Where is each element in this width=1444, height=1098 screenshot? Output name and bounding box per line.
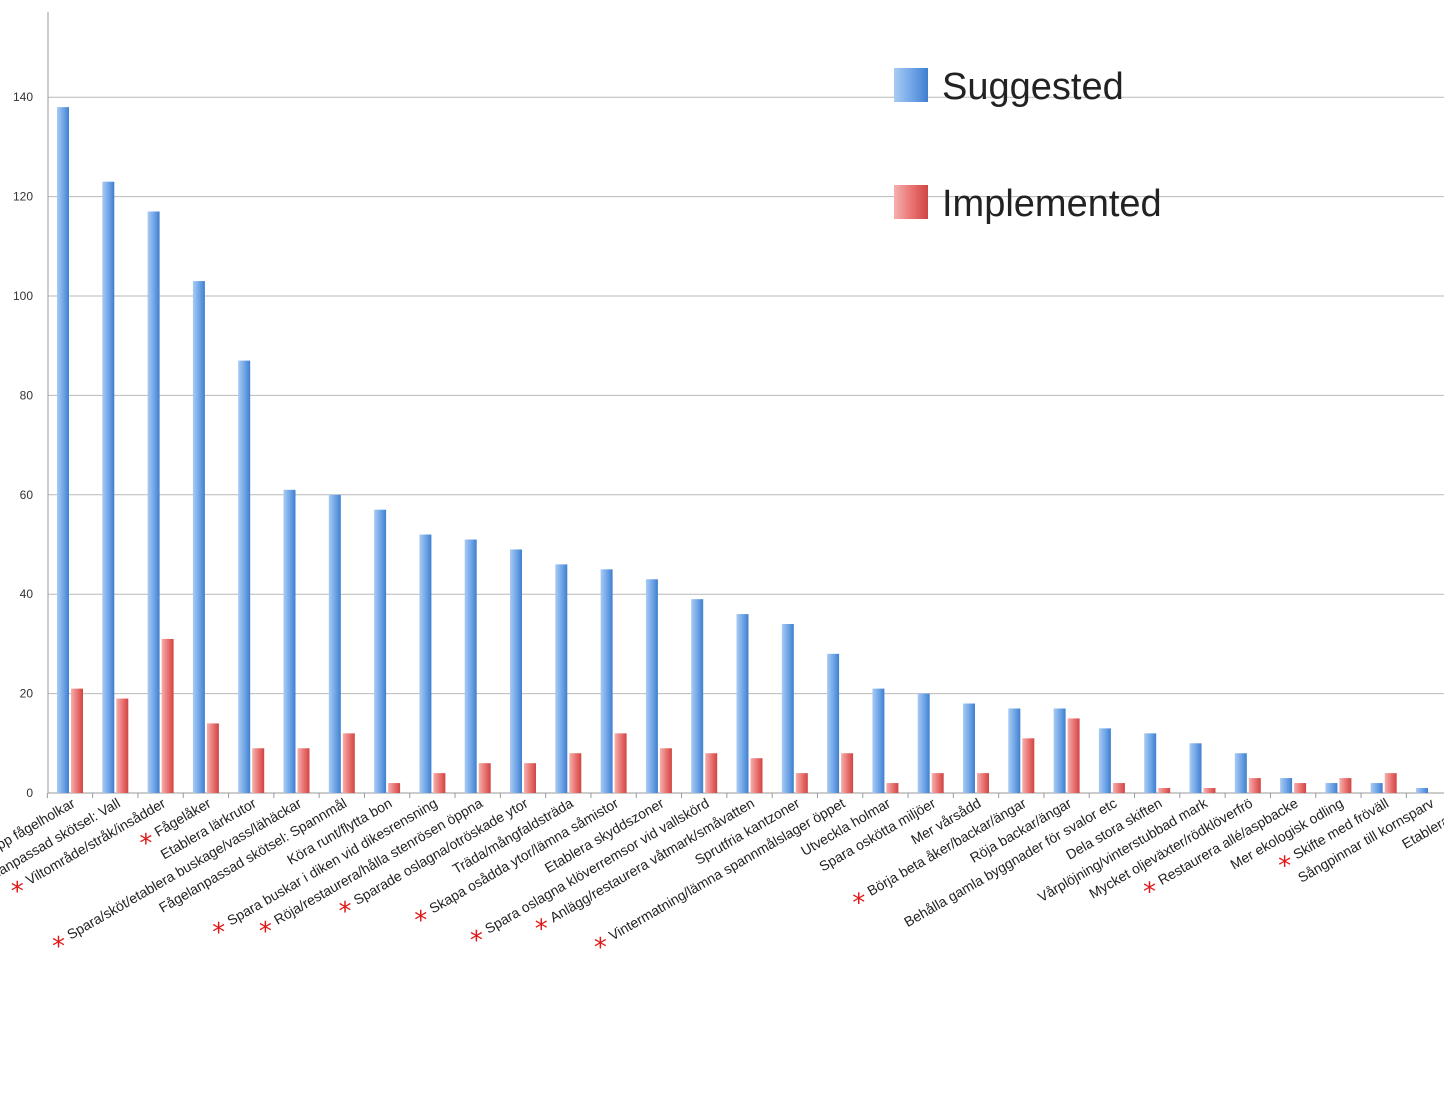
suggested-bar [1053,708,1066,793]
suggested-bar [781,624,794,793]
asterisk-marker: * [52,932,65,962]
implemented-bar [297,748,310,793]
implemented-bar [1112,783,1125,793]
suggested-bar [1189,743,1202,793]
implemented-bar [1294,783,1307,793]
implemented-bar [1248,778,1261,793]
suggested-bar [283,489,296,793]
y-tick-label: 0 [26,786,33,800]
implemented-bar [342,733,355,793]
suggested-bar [419,534,432,793]
implemented-bar [433,773,446,793]
legend: Suggested Implemented [894,66,1162,225]
asterisk-marker: * [1278,852,1291,882]
implemented-bar [1203,788,1216,793]
suggested-bar [736,614,749,793]
asterisk-marker: * [11,877,24,907]
asterisk-marker: * [414,906,427,936]
implemented-bar [750,758,763,793]
suggested-bar [464,539,477,793]
implemented-bar [71,688,83,793]
legend-implemented-label: Implemented [942,183,1162,225]
suggested-bar [102,181,115,793]
y-tick-label: 100 [13,289,33,303]
suggested-bar [555,564,568,793]
y-tick-label: 60 [20,488,34,502]
suggested-bar [1416,788,1428,793]
implemented-bar [388,783,401,793]
suggested-bar [827,653,840,793]
asterisk-marker: * [338,897,351,927]
asterisk-marker: * [212,918,225,948]
asterisk-marker: * [259,917,272,947]
implemented-bar [1339,778,1352,793]
suggested-bar [1325,783,1338,793]
asterisk-marker: * [594,933,607,963]
legend-suggested-swatch [894,68,928,102]
implemented-bar [524,763,536,793]
implemented-bar [841,753,854,793]
suggested-bar [1008,708,1021,793]
implemented-bar [569,753,582,793]
suggested-bar [963,703,975,793]
asterisk-marker: * [852,888,865,918]
suggested-bar [238,360,251,793]
asterisk-marker: * [139,829,152,859]
suggested-bar [691,599,704,793]
implemented-bar [161,638,174,793]
implemented-bar [1067,718,1080,793]
asterisk-marker: * [535,915,548,945]
implemented-bar [1022,738,1035,793]
implemented-bar [1384,773,1397,793]
implemented-bar [795,773,808,793]
y-tick-label: 120 [13,190,33,204]
suggested-bar [1234,753,1247,793]
legend-suggested-label: Suggested [942,66,1124,108]
y-tick-label: 40 [20,587,34,601]
suggested-bar [1098,728,1111,793]
asterisk-marker: * [470,926,483,956]
suggested-bar [872,688,885,793]
suggested-bar [374,509,387,793]
bars [57,107,1428,793]
suggested-bar [57,107,69,793]
implemented-bar [931,773,944,793]
implemented-bar [977,773,989,793]
implemented-bar [206,723,219,793]
gridlines [48,96,1444,695]
y-tick-label: 80 [20,388,34,402]
suggested-bar [328,494,341,793]
implemented-bar [886,783,899,793]
suggested-bar [1144,733,1157,793]
suggested-bar [1280,778,1293,793]
asterisk-marker: * [1143,877,1156,907]
suggested-bar [510,549,522,793]
y-tick-label: 140 [13,90,33,104]
implemented-bar [614,733,627,793]
suggested-bar [600,569,613,793]
implemented-bar [705,753,718,793]
suggested-bar [192,281,205,793]
implemented-bar [1158,788,1171,793]
suggested-bar [1370,783,1383,793]
suggested-bar [645,579,658,793]
suggested-bar [147,211,160,793]
legend-implemented-swatch [894,185,928,219]
y-tick-label: 20 [20,687,34,701]
suggested-bar [917,693,930,793]
implemented-bar [659,748,672,793]
axes: 0 20 40 60 80 100 120 140 [13,12,1444,800]
implemented-bar [252,748,265,793]
implemented-bar [116,698,129,793]
implemented-bar [478,763,491,793]
